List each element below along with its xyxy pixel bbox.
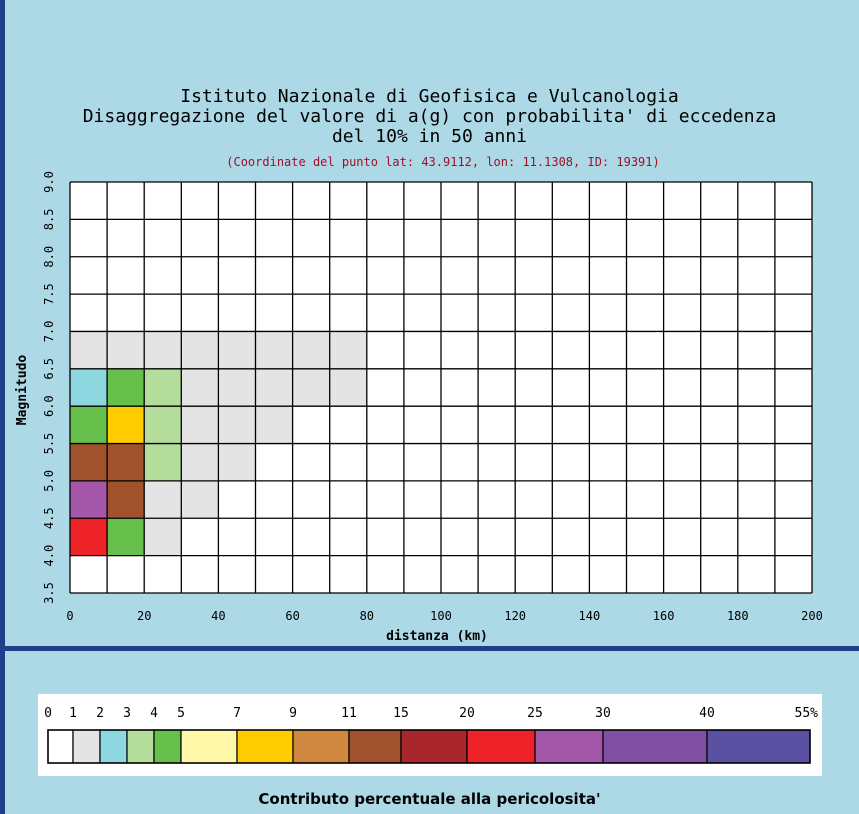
- legend-label: 2: [96, 706, 104, 721]
- legend-swatch: [467, 730, 535, 763]
- legend-title: Contributo percentuale alla pericolosita…: [0, 790, 859, 808]
- legend-label: 25: [527, 706, 543, 721]
- legend-swatch: [349, 730, 401, 763]
- legend-swatch: [181, 730, 237, 763]
- legend-swatch: [73, 730, 100, 763]
- legend-label: 5: [177, 706, 185, 721]
- legend-label: 1: [69, 706, 77, 721]
- legend-label: 15: [393, 706, 409, 721]
- legend-swatch: [48, 730, 73, 763]
- legend-label: 20: [459, 706, 475, 721]
- legend-label: 11: [341, 706, 357, 721]
- legend-swatch: [293, 730, 349, 763]
- legend-label: 9: [289, 706, 297, 721]
- legend-label: 3: [123, 706, 131, 721]
- legend-label: 7: [233, 706, 241, 721]
- legend-swatch: [535, 730, 603, 763]
- legend-swatch: [127, 730, 154, 763]
- legend-swatch: [100, 730, 127, 763]
- legend-label: 4: [150, 706, 158, 721]
- legend-swatch: [154, 730, 181, 763]
- legend-swatch: [237, 730, 293, 763]
- legend-swatch: [603, 730, 707, 763]
- legend-swatch: [707, 730, 810, 763]
- legend-layer: 0 1 2 3 4 5 7 9 11 15 20 25 30 40 55%: [44, 706, 818, 763]
- legend-swatch: [401, 730, 467, 763]
- legend-label: 40: [699, 706, 715, 721]
- legend-label: 30: [595, 706, 611, 721]
- legend-label: 0: [44, 706, 52, 721]
- legend-label: 55%: [795, 706, 819, 721]
